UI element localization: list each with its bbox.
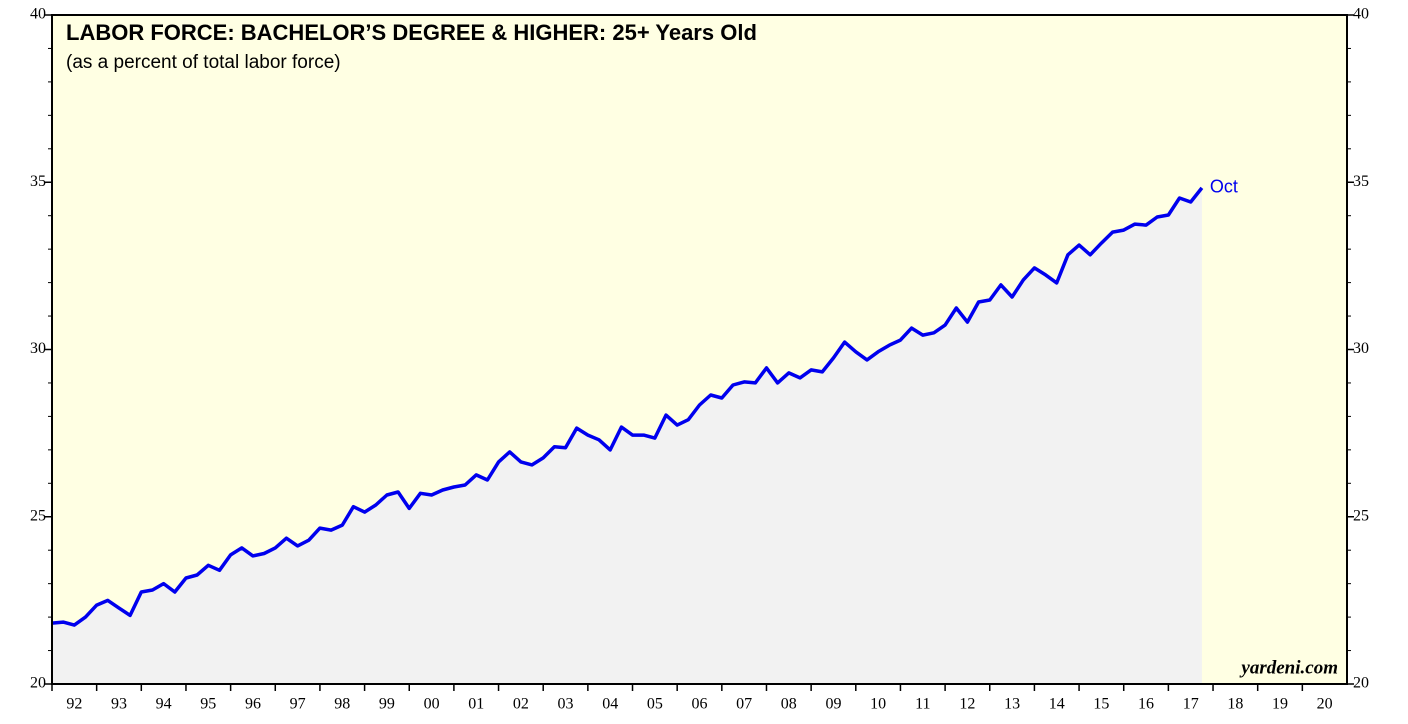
- chart-subtitle: (as a percent of total labor force): [66, 52, 341, 73]
- y-tick-label: 30: [30, 340, 46, 357]
- area: [52, 187, 1202, 684]
- y-tick-label: 35: [30, 173, 46, 190]
- x-tick-label: 94: [156, 696, 172, 713]
- x-tick-label: 04: [602, 696, 618, 713]
- x-tick-label: 93: [111, 696, 127, 713]
- source: yardeni.com: [1239, 657, 1338, 678]
- x-tick-label: 13: [1004, 696, 1020, 713]
- x-tick-label: 19: [1272, 696, 1288, 713]
- x-tick-label: 97: [290, 696, 306, 713]
- x-tick-label: 14: [1049, 696, 1065, 713]
- annotation: Oct: [1210, 177, 1238, 197]
- x-tick-label: 07: [736, 696, 752, 713]
- x-tick-label: 17: [1183, 696, 1199, 713]
- y2-tick-label: 20: [1353, 675, 1369, 692]
- x-tick-label: 12: [959, 696, 975, 713]
- y2-tick-label: 30: [1353, 340, 1369, 357]
- x-tick-label: 05: [647, 696, 663, 713]
- y2-tick-label: 40: [1353, 6, 1369, 23]
- x-tick-label: 08: [781, 696, 797, 713]
- x-tick-label: 20: [1317, 696, 1333, 713]
- x-tick-label: 15: [1093, 696, 1109, 713]
- x-tick-label: 96: [245, 696, 261, 713]
- marks: [51, 186, 1204, 684]
- y-tick-label: 25: [30, 507, 46, 524]
- x-tick-label: 92: [66, 696, 82, 713]
- x-tick-label: 09: [825, 696, 841, 713]
- x-tick-label: 02: [513, 696, 529, 713]
- line: [51, 186, 1204, 627]
- x-tick-label: 06: [692, 696, 708, 713]
- x-tick-label: 95: [200, 696, 216, 713]
- y2-tick-label: 25: [1353, 507, 1369, 524]
- x-tick-label: 18: [1227, 696, 1243, 713]
- x-tick-label: 11: [915, 696, 930, 713]
- x-tick-label: 10: [870, 696, 886, 713]
- chart-title: LABOR FORCE: BACHELOR’S DEGREE & HIGHER:…: [66, 20, 757, 45]
- y-tick-label: 20: [30, 675, 46, 692]
- y2-tick-label: 35: [1353, 173, 1369, 190]
- x-tick-label: 01: [468, 696, 484, 713]
- x-tick-label: 98: [334, 696, 350, 713]
- x-tick-label: 16: [1138, 696, 1154, 713]
- x-tick-label: 03: [558, 696, 574, 713]
- x-tick-label: 00: [424, 696, 440, 713]
- x-tick-label: 99: [379, 696, 395, 713]
- y-tick-label: 40: [30, 6, 46, 23]
